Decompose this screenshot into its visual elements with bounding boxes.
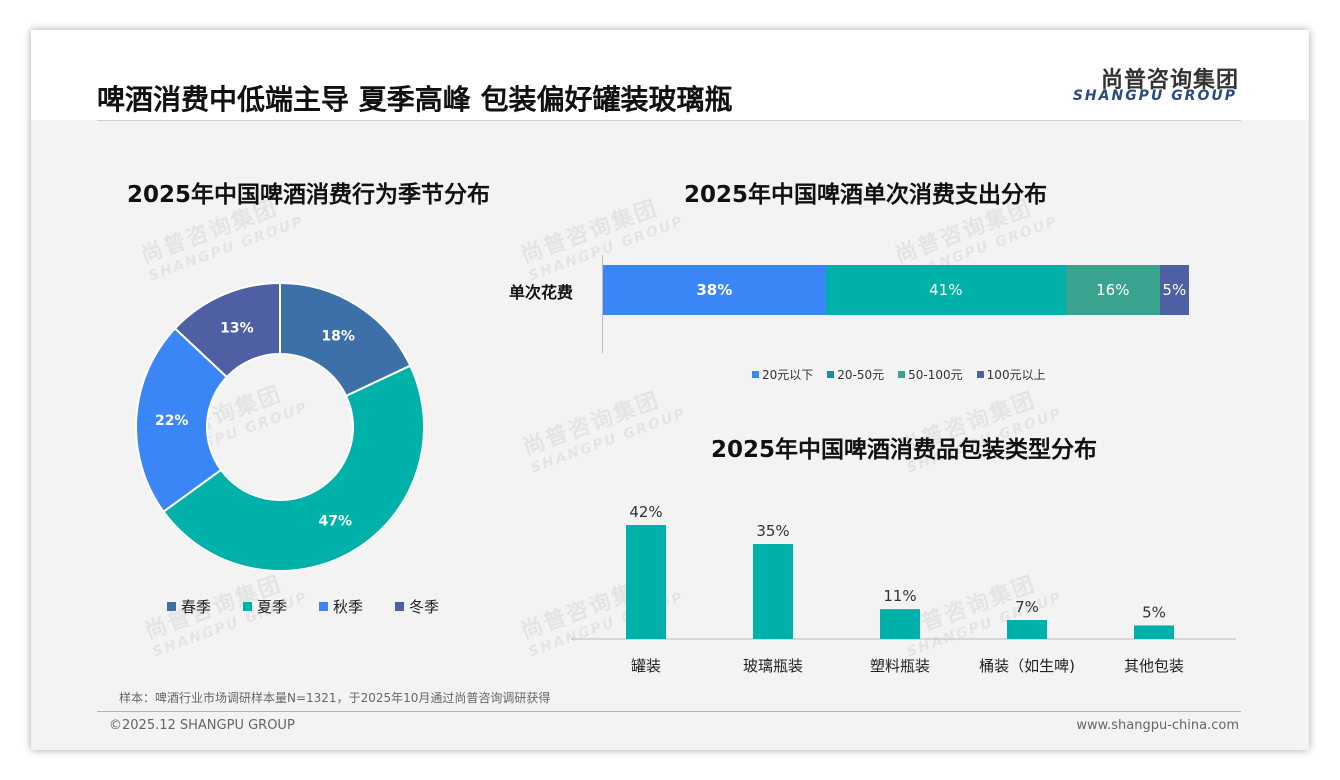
donut-slice (135, 327, 229, 514)
brand-name-cn: 尚普咨询集团 (1100, 68, 1239, 93)
stack-segment-label: 16% (1096, 281, 1130, 299)
stack-segment: 16% (1065, 265, 1160, 315)
package-chart-title: 2025年中国啤酒消费品包装类型分布 (711, 437, 1098, 463)
donut-slice-label: 13% (220, 320, 254, 336)
season-legend: 春季 夏季 秋季 冬季 (167, 596, 471, 617)
legend-label: 20-50元 (837, 368, 885, 382)
spend-legend: 20元以下 20-50元 50-100元 100元以上 (752, 366, 1060, 383)
donut-slice-label: 18% (321, 328, 355, 344)
copyright: ©2025.12 SHANGPU GROUP (109, 718, 295, 733)
donut-slice (162, 364, 425, 572)
legend-label: 秋季 (333, 598, 364, 616)
package-bar-value: 7% (1015, 598, 1039, 616)
package-bar (753, 544, 793, 639)
package-bar (1134, 625, 1174, 639)
stack-segment: 5% (1159, 265, 1189, 315)
package-bar-value: 5% (1142, 603, 1166, 621)
season-donut-chart: 18% 47% 22% 13% (135, 281, 425, 572)
package-bar (626, 525, 666, 639)
header-divider (97, 120, 1241, 121)
spend-axis (602, 255, 603, 353)
legend-item: 夏季 (243, 596, 287, 617)
package-column-chart: 42% 罐装 35% 玻璃瓶装 11% 塑料瓶装 7% 桶装（如生啤) 5% 其他包装 (571, 503, 1236, 675)
stack-segment-label: 41% (929, 281, 963, 299)
legend-item: 春季 (167, 596, 211, 617)
legend-swatch (752, 371, 759, 378)
sample-note: 样本：啤酒行业市场调研样本量N=1321，于2025年10月通过尚普咨询调研获得 (119, 691, 551, 705)
header: 啤酒消费中低端主导 夏季高峰 包装偏好罐装玻璃瓶 尚普咨询集团 SHANGPU … (31, 30, 1309, 120)
spend-row-label: 单次花费 (509, 283, 574, 302)
legend-item: 100元以上 (976, 366, 1046, 383)
package-category-label: 玻璃瓶装 (743, 657, 803, 675)
legend-item: 秋季 (319, 596, 363, 617)
package-bar (1007, 620, 1047, 639)
legend-label: 夏季 (257, 598, 288, 616)
donut-slice (279, 281, 412, 398)
legend-label: 春季 (181, 598, 212, 616)
legend-swatch (243, 602, 253, 611)
legend-item: 20元以下 (752, 366, 813, 383)
package-bar-value: 42% (629, 503, 662, 521)
package-bar-value: 11% (883, 587, 916, 605)
legend-label: 20元以下 (762, 368, 814, 382)
legend-swatch (167, 602, 176, 611)
package-category-label: 桶装（如生啤) (979, 657, 1075, 675)
brand-name-en: SHANGPU GROUP (1072, 88, 1237, 104)
stack-segment: 41% (825, 265, 1066, 315)
footer-divider (97, 711, 1241, 712)
legend-label: 50-100元 (908, 368, 963, 382)
donut-slice (173, 281, 281, 379)
legend-item: 冬季 (395, 596, 439, 617)
slide: 啤酒消费中低端主导 夏季高峰 包装偏好罐装玻璃瓶 尚普咨询集团 SHANGPU … (31, 30, 1309, 750)
donut-slice-label: 22% (155, 413, 189, 429)
donut-slice-label: 47% (318, 513, 352, 529)
legend-swatch (827, 371, 835, 378)
package-category-label: 塑料瓶装 (870, 657, 930, 675)
stack-segment: 38% (603, 265, 826, 315)
legend-swatch (976, 371, 984, 378)
legend-item: 50-100元 (898, 366, 963, 383)
legend-swatch (898, 371, 906, 378)
page-title: 啤酒消费中低端主导 夏季高峰 包装偏好罐装玻璃瓶 (97, 83, 733, 116)
season-chart-title: 2025年中国啤酒消费行为季节分布 (127, 182, 491, 208)
package-category-label: 罐装 (631, 657, 661, 675)
spend-chart-title: 2025年中国啤酒单次消费支出分布 (684, 182, 1048, 208)
spend-stacked-bar: 38% 41% 16% 5% (603, 265, 1189, 315)
package-category-label: 其他包装 (1124, 657, 1184, 675)
legend-label: 100元以上 (986, 368, 1046, 382)
stack-segment-label: 38% (696, 281, 733, 299)
legend-item: 20-50元 (827, 366, 884, 383)
website: www.shangpu-china.com (1076, 718, 1239, 733)
legend-swatch (395, 602, 405, 611)
package-bar-value: 35% (756, 522, 789, 540)
stack-segment-label: 5% (1162, 281, 1187, 299)
legend-swatch (319, 602, 329, 611)
legend-label: 冬季 (409, 598, 440, 616)
package-bar (880, 609, 920, 639)
